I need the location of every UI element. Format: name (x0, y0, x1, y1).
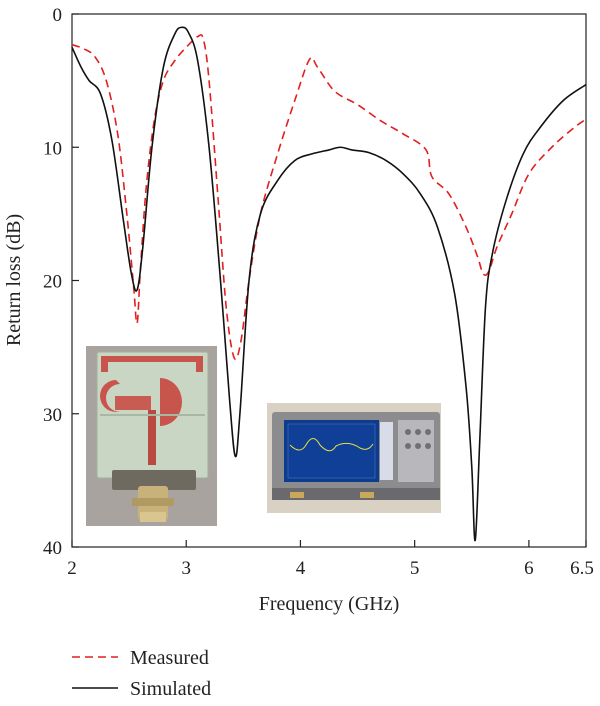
y-tick-label: 40 (43, 538, 62, 559)
legend-label-measured: Measured (130, 647, 209, 669)
y-tick-label: 10 (43, 138, 62, 159)
series-line-simulated (71, 26, 587, 542)
x-tick-label: 2 (67, 558, 77, 579)
legend: Measured Simulated (72, 647, 211, 700)
x-tick-label: 3 (181, 558, 191, 579)
axis-ticks (71, 13, 587, 548)
y-axis-title: Return loss (dB) (3, 214, 25, 346)
x-tick-label: 6.5 (570, 558, 594, 579)
analyzer-photo (267, 403, 441, 513)
x-tick-label: 5 (410, 558, 420, 579)
series-line-measured (71, 33, 587, 361)
y-tick-label: 0 (53, 5, 63, 26)
x-tick-label: 6 (524, 558, 534, 579)
x-axis-title: Frequency (GHz) (259, 593, 400, 615)
legend-label-simulated: Simulated (130, 678, 211, 700)
antenna-photo (86, 346, 217, 526)
y-tick-label: 20 (43, 272, 62, 293)
y-tick-label: 30 (43, 405, 62, 426)
x-tick-label: 4 (296, 558, 306, 579)
axis-tick-labels: 2 3 4 5 6 6.5 0 10 20 30 40 (43, 5, 594, 579)
series-layer (71, 26, 587, 542)
